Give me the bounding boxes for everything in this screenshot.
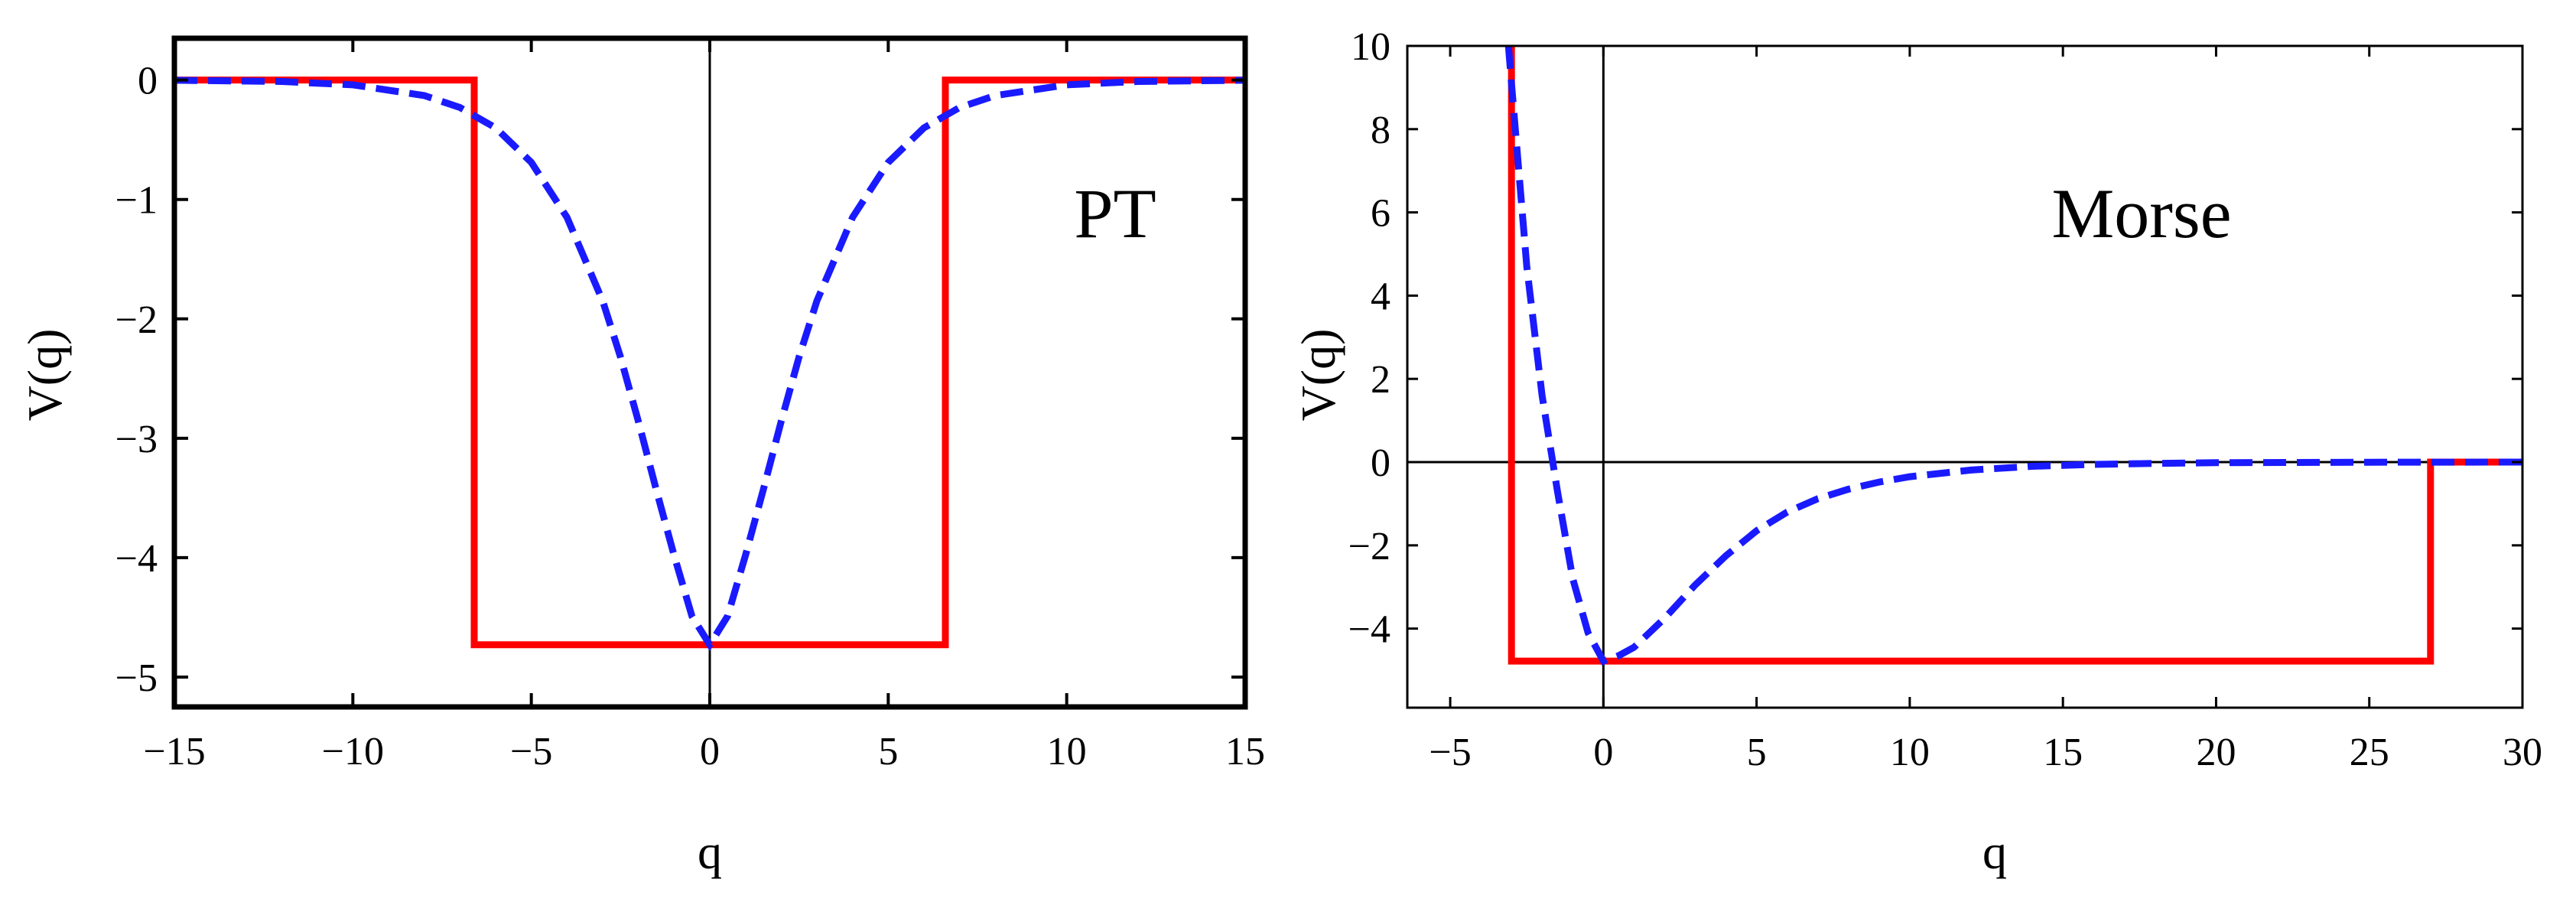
left-y-tick-label: −3 (115, 418, 158, 461)
right-y-tick-label: 0 (1371, 441, 1390, 485)
left-y-ticks: 0 −1 −2 −3 −4 −5 (115, 60, 1245, 700)
right-x-tick-label: 20 (2196, 731, 2236, 774)
right-morse-line (1504, 46, 2522, 666)
left-y-tick-label: −5 (115, 656, 158, 700)
left-y-axis-label: V(q) (18, 329, 72, 422)
right-y-axis-label: V(q) (1291, 329, 1345, 422)
left-plot-area (174, 77, 1245, 652)
left-x-tick-label: 5 (878, 730, 898, 773)
right-zero-axes (1407, 46, 2522, 708)
right-y-tick-label: −4 (1348, 608, 1390, 652)
panel-left: −15 −10 −5 0 5 10 15 0 −1 −2 −3 −4 −5 PT q V(q) (18, 35, 1265, 879)
right-x-ticks: −5 0 5 10 15 20 25 30 (1429, 46, 2542, 774)
right-square-well-line (1508, 46, 2522, 665)
left-x-ticks: −15 −10 −5 0 5 10 15 (143, 38, 1265, 773)
left-y-tick-label: 0 (138, 60, 158, 103)
right-y-tick-label: 6 (1371, 192, 1390, 236)
left-y-tick-label: −2 (115, 298, 158, 342)
left-x-tick-label: 0 (700, 730, 720, 773)
right-y-ticks: 10 8 6 4 2 0 −2 −4 (1348, 25, 2522, 652)
left-y-tick-label: −1 (115, 179, 158, 223)
right-x-tick-label: 0 (1593, 731, 1613, 774)
right-frame (1406, 44, 2524, 709)
right-y-tick-label: 4 (1371, 275, 1390, 318)
right-annotation: Morse (2051, 174, 2231, 252)
right-x-axis-label: q (1982, 825, 2007, 879)
left-x-tick-label: 15 (1225, 730, 1265, 773)
left-x-tick-label: 10 (1047, 730, 1087, 773)
right-plot-area (1504, 46, 2522, 666)
right-x-tick-label: 25 (2350, 731, 2389, 774)
right-x-tick-label: 10 (1890, 731, 1930, 774)
right-y-tick-label: 8 (1371, 109, 1390, 152)
left-y-tick-label: −4 (115, 537, 158, 581)
right-x-tick-label: −5 (1429, 731, 1471, 774)
left-poschl-teller-line (174, 77, 1245, 652)
left-x-tick-label: −15 (143, 730, 205, 773)
left-x-tick-label: −10 (322, 730, 384, 773)
right-x-tick-label: 5 (1747, 731, 1767, 774)
right-y-tick-label: 10 (1351, 25, 1390, 69)
left-annotation: PT (1074, 174, 1156, 252)
left-x-axis-label: q (698, 825, 722, 879)
right-x-tick-label: 15 (2043, 731, 2083, 774)
right-y-tick-label: −2 (1348, 525, 1390, 568)
left-x-tick-label: −5 (510, 730, 552, 773)
right-x-tick-label: 30 (2503, 731, 2542, 774)
right-y-tick-label: 2 (1371, 358, 1390, 402)
